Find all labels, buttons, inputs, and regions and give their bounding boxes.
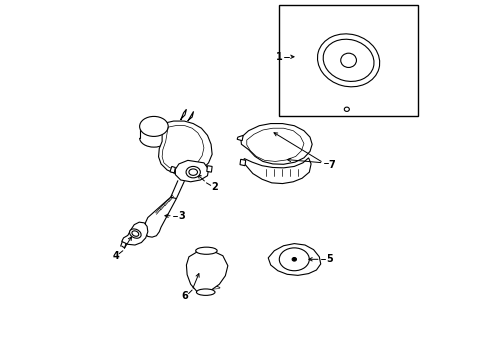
Polygon shape [268,244,321,275]
Text: 1: 1 [276,52,283,62]
Ellipse shape [140,116,168,136]
Polygon shape [181,109,186,120]
Polygon shape [122,222,148,245]
Text: 5: 5 [326,254,333,264]
Polygon shape [241,123,312,164]
Ellipse shape [318,34,380,87]
Text: 3: 3 [178,211,185,221]
Ellipse shape [186,166,200,178]
Polygon shape [175,160,209,182]
Polygon shape [159,121,212,175]
Polygon shape [243,158,311,184]
Polygon shape [188,111,194,121]
Polygon shape [170,166,175,173]
Ellipse shape [341,53,356,67]
Polygon shape [144,197,176,237]
Polygon shape [240,159,245,166]
Ellipse shape [129,229,141,238]
Text: 6: 6 [182,291,188,301]
Text: 7: 7 [329,160,336,170]
Text: 4: 4 [112,251,119,261]
Polygon shape [237,135,243,141]
Text: 2: 2 [211,182,218,192]
Polygon shape [207,166,212,172]
Ellipse shape [292,257,296,261]
Bar [279,5,418,116]
Ellipse shape [196,289,215,296]
Ellipse shape [196,247,217,254]
Polygon shape [186,251,228,293]
Ellipse shape [344,107,349,111]
